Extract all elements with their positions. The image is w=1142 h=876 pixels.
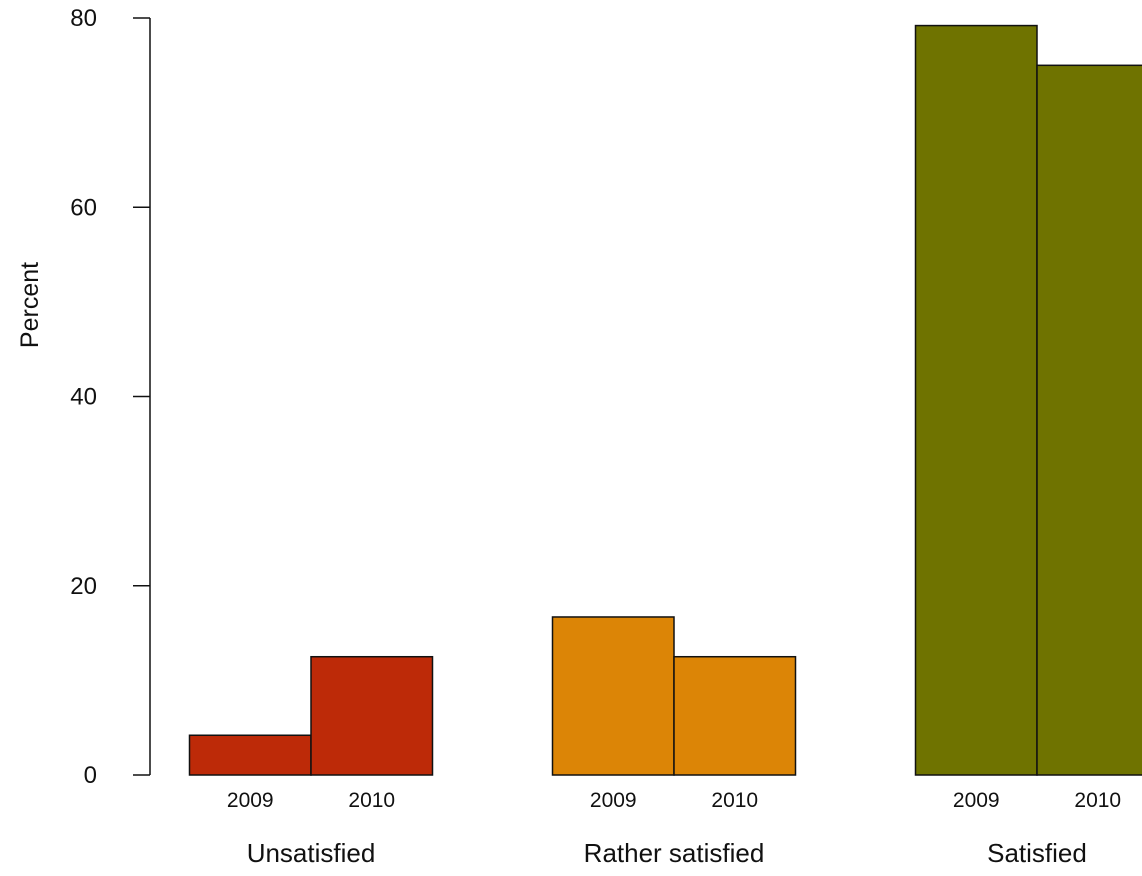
y-ticks: 0 20 40 60 80 — [70, 5, 150, 789]
y-tick-label: 40 — [70, 384, 97, 411]
bars-layer — [190, 26, 1142, 775]
bar-satisfied-2009 — [916, 26, 1038, 775]
y-tick-label: 60 — [70, 194, 97, 221]
group-label: Satisfied — [987, 838, 1087, 868]
year-label: 2010 — [711, 789, 758, 812]
year-label: 2010 — [348, 789, 395, 812]
y-tick-label: 80 — [70, 5, 97, 32]
bar-unsatisfied-2010 — [311, 657, 433, 775]
year-label: 2009 — [590, 789, 637, 812]
bar-unsatisfied-2009 — [190, 735, 312, 775]
group-label: Unsatisfied — [247, 838, 376, 868]
year-label: 2010 — [1074, 789, 1121, 812]
year-label: 2009 — [953, 789, 1000, 812]
bar-rather-satisfied-2009 — [553, 617, 675, 775]
y-axis-title: Percent — [16, 262, 44, 348]
year-label: 2009 — [227, 789, 274, 812]
bar-rather-satisfied-2010 — [674, 657, 796, 775]
bar-satisfied-2010 — [1037, 65, 1142, 775]
group-label: Rather satisfied — [584, 838, 765, 868]
x-labels: 2009 2010 Unsatisfied 2009 2010 Rather satisf… — [227, 789, 1121, 868]
y-tick-label: 20 — [70, 573, 97, 600]
y-tick-label: 0 — [84, 762, 97, 789]
